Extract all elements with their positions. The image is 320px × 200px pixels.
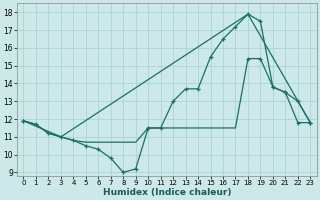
X-axis label: Humidex (Indice chaleur): Humidex (Indice chaleur) bbox=[103, 188, 231, 197]
